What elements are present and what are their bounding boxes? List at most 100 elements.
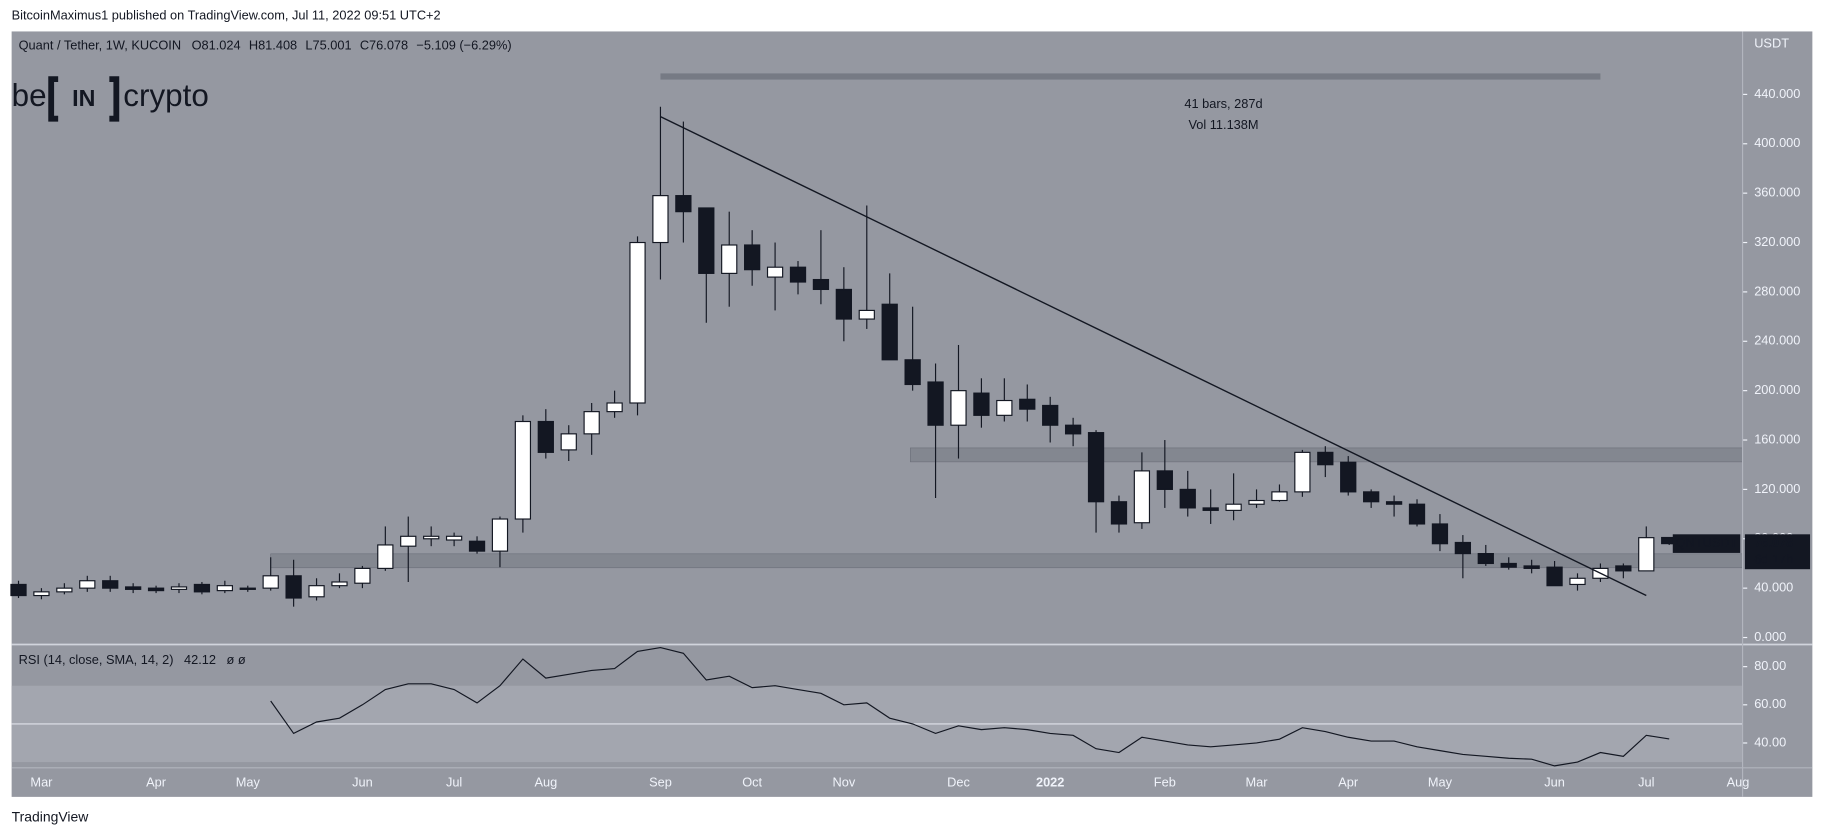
price-tag: [1744, 534, 1811, 570]
candle-body: [10, 583, 27, 597]
candle-body: [1133, 470, 1151, 524]
chart-panel: [11, 31, 1813, 797]
y-tick-label: 240.000: [1754, 333, 1800, 348]
candle-body: [102, 580, 119, 589]
x-tick-label: Nov: [832, 774, 855, 789]
rsi-extra: ø ø: [227, 652, 246, 667]
logo: be IN crypto: [12, 76, 209, 122]
candle-body: [1454, 541, 1472, 555]
y-tick-label: 160.000: [1754, 431, 1800, 446]
rsi-line: [270, 646, 1670, 767]
y-tick-label: 60.00: [1754, 696, 1786, 711]
x-tick-label: May: [1428, 774, 1453, 789]
candle-body: [262, 575, 279, 589]
candle-body: [285, 575, 302, 599]
currency: USDT: [1754, 36, 1789, 51]
candle-body: [675, 195, 692, 213]
candle-body: [1363, 491, 1380, 503]
candle-body: [491, 518, 509, 552]
y-tick-label: 440.000: [1754, 86, 1800, 101]
x-tick-label: Jun: [352, 774, 373, 789]
y-tick-label: 40.00: [1754, 734, 1786, 749]
candle-body: [239, 587, 256, 590]
candle-body: [1569, 577, 1586, 586]
ohlc-value: 75.001: [313, 38, 352, 53]
candle-body: [170, 586, 188, 590]
candle-body: [445, 535, 463, 541]
x-tick-label: Aug: [534, 774, 557, 789]
candle-body: [56, 587, 73, 593]
ohlc-letter: L: [305, 38, 312, 53]
candle-body: [1546, 566, 1563, 587]
x-tick-label: 2022: [1036, 774, 1064, 789]
rsi-value: 42.12: [184, 652, 216, 667]
candle-body: [1615, 565, 1632, 572]
candle-body: [1385, 501, 1403, 505]
candle-body: [1019, 398, 1036, 410]
ohlc-value: 76.078: [369, 38, 408, 53]
y-tick-label: 200.000: [1754, 382, 1800, 397]
candle-body: [1317, 451, 1334, 466]
countdown: 6d 17h: [1754, 551, 1793, 566]
ohlc-value: 81.024: [202, 38, 241, 53]
measure-volume: Vol 11.138M: [1188, 117, 1258, 132]
symbol-tag: [1672, 534, 1741, 553]
candle-body: [996, 399, 1013, 416]
candle-body: [514, 420, 532, 520]
candle-body: [1248, 499, 1265, 505]
candle-body: [1202, 507, 1219, 511]
candle-body: [331, 581, 348, 587]
ohlc-letter: O: [192, 38, 202, 53]
candle-body: [354, 567, 371, 584]
logo-text: crypto: [123, 78, 208, 113]
trendline: [660, 115, 1647, 597]
measure-bars: 41 bars, 287d: [1184, 96, 1262, 111]
candle-body: [652, 195, 669, 244]
x-tick-label: Jul: [446, 774, 462, 789]
logo-text: be: [12, 78, 47, 113]
y-tick-label: 80.00: [1754, 658, 1786, 673]
ohlc-value: 81.408: [258, 38, 297, 53]
candle-body: [927, 381, 944, 426]
logo-brackets: [48, 76, 120, 122]
candle-body: [1156, 470, 1173, 490]
x-tick-label: Mar: [1246, 774, 1269, 789]
candle-body: [1271, 491, 1288, 502]
candle-body: [1064, 424, 1082, 435]
rsi-legend: RSI (14, close, SMA, 14, 2) 42.12 ø ø: [19, 652, 246, 667]
x-tick-label: May: [236, 774, 261, 789]
candle-body: [583, 411, 600, 435]
candle-body: [698, 207, 715, 274]
candle-body: [1110, 501, 1128, 525]
plot: 0.00040.00080.000120.000160.000200.00024…: [10, 73, 1811, 789]
candle-body: [1225, 503, 1242, 511]
change: −5.109 (−6.29%): [416, 38, 511, 53]
x-tick-label: Jul: [1638, 774, 1654, 789]
y-tick-label: 40.000: [1754, 580, 1793, 595]
candle-body: [973, 392, 990, 416]
candle-body: [744, 244, 761, 271]
x-tick-label: Oct: [742, 774, 762, 789]
y-tick-label: 280.000: [1754, 283, 1800, 298]
candle-body: [377, 544, 394, 569]
candle-body: [789, 266, 807, 283]
ohlc-letter: C: [360, 38, 369, 53]
zone: [270, 553, 1743, 569]
x-tick-label: Jun: [1544, 774, 1565, 789]
candle-body: [858, 309, 875, 320]
candle-body: [308, 585, 325, 598]
candle-body: [950, 390, 967, 426]
candle-body: [1042, 404, 1059, 426]
candle-body: [835, 288, 853, 320]
candle-body: [1340, 461, 1357, 493]
candle-body: [1500, 562, 1517, 568]
candle-body: [537, 420, 554, 453]
y-tick-label: 400.000: [1754, 135, 1800, 150]
candle-body: [606, 402, 623, 413]
candle-body: [400, 535, 417, 547]
candle-body: [468, 540, 486, 552]
x-tick-label: Apr: [1338, 774, 1359, 789]
y-tick-label: 320.000: [1754, 234, 1800, 249]
candle-body: [1431, 523, 1449, 545]
